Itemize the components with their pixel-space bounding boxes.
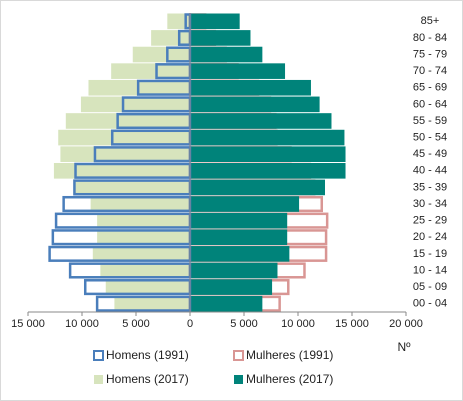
bar [111, 63, 190, 79]
x-tick-label: 0 [187, 318, 193, 330]
y-tick-label: 05 - 09 [413, 281, 447, 293]
bar [132, 46, 190, 63]
bar [65, 113, 190, 129]
y-tick-label: 70 - 74 [413, 65, 447, 77]
y-tick-label: 30 - 34 [413, 198, 447, 210]
bar [80, 96, 190, 113]
x-tick-label: 10 000 [65, 318, 99, 330]
bar [190, 262, 278, 279]
x-tick-label: 10 000 [281, 318, 315, 330]
y-tick-label: 50 - 54 [413, 131, 447, 143]
bar [190, 113, 332, 129]
y-tick-label: 60 - 64 [413, 98, 447, 110]
bar [190, 79, 311, 96]
bar [190, 246, 290, 262]
bar [100, 262, 190, 279]
y-tick-label: 10 - 14 [413, 264, 447, 276]
bar [151, 30, 190, 46]
bar [190, 46, 263, 63]
bar [190, 229, 288, 246]
legend-marker [234, 375, 243, 384]
legend-label: Mulheres (1991) [246, 348, 333, 362]
bar [190, 30, 251, 46]
bar [190, 179, 325, 196]
legend-marker [94, 375, 103, 384]
x-axis-label: Nº [397, 340, 411, 354]
legend-label: Homens (1991) [106, 348, 189, 362]
x-tick-label: 15 000 [335, 318, 369, 330]
legend-marker [93, 350, 104, 361]
bar [190, 163, 346, 179]
bar [190, 295, 263, 312]
x-tick-label: 5 000 [230, 318, 258, 330]
y-tick-label: 55 - 59 [413, 115, 447, 127]
bar [190, 212, 288, 229]
y-tick-label: 45 - 49 [413, 148, 447, 160]
bar [92, 246, 190, 262]
bar [190, 279, 273, 295]
bar [53, 163, 190, 179]
bar [73, 179, 190, 196]
bar [114, 295, 190, 312]
y-tick-label: 25 - 29 [413, 215, 447, 227]
legend-label: Homens (2017) [106, 372, 189, 386]
bar [190, 63, 286, 79]
x-tick-label: 5 000 [122, 318, 150, 330]
bar [190, 196, 300, 212]
y-tick-label: 85+ [421, 15, 440, 27]
y-tick-label: 80 - 84 [413, 32, 447, 44]
y-tick-label: 00 - 04 [413, 298, 447, 310]
bar [167, 13, 190, 30]
bar [190, 13, 240, 30]
y-tick-label: 75 - 79 [413, 48, 447, 60]
x-tick-label: 15 000 [11, 318, 45, 330]
y-tick-label: 20 - 24 [413, 231, 447, 243]
bar [190, 96, 320, 113]
bar [97, 212, 190, 229]
bar [97, 229, 190, 246]
legend-label: Mulheres (2017) [246, 372, 333, 386]
bar [58, 129, 190, 146]
bar [190, 129, 345, 146]
bar [60, 146, 191, 162]
x-tick-label: 20 000 [389, 318, 423, 330]
y-tick-label: 15 - 19 [413, 248, 447, 260]
bar [190, 146, 346, 162]
y-tick-label: 35 - 39 [413, 181, 447, 193]
y-tick-label: 40 - 44 [413, 165, 447, 177]
y-tick-label: 65 - 69 [413, 82, 447, 94]
legend-marker [233, 350, 244, 361]
bar [105, 279, 190, 295]
bar [90, 196, 190, 212]
